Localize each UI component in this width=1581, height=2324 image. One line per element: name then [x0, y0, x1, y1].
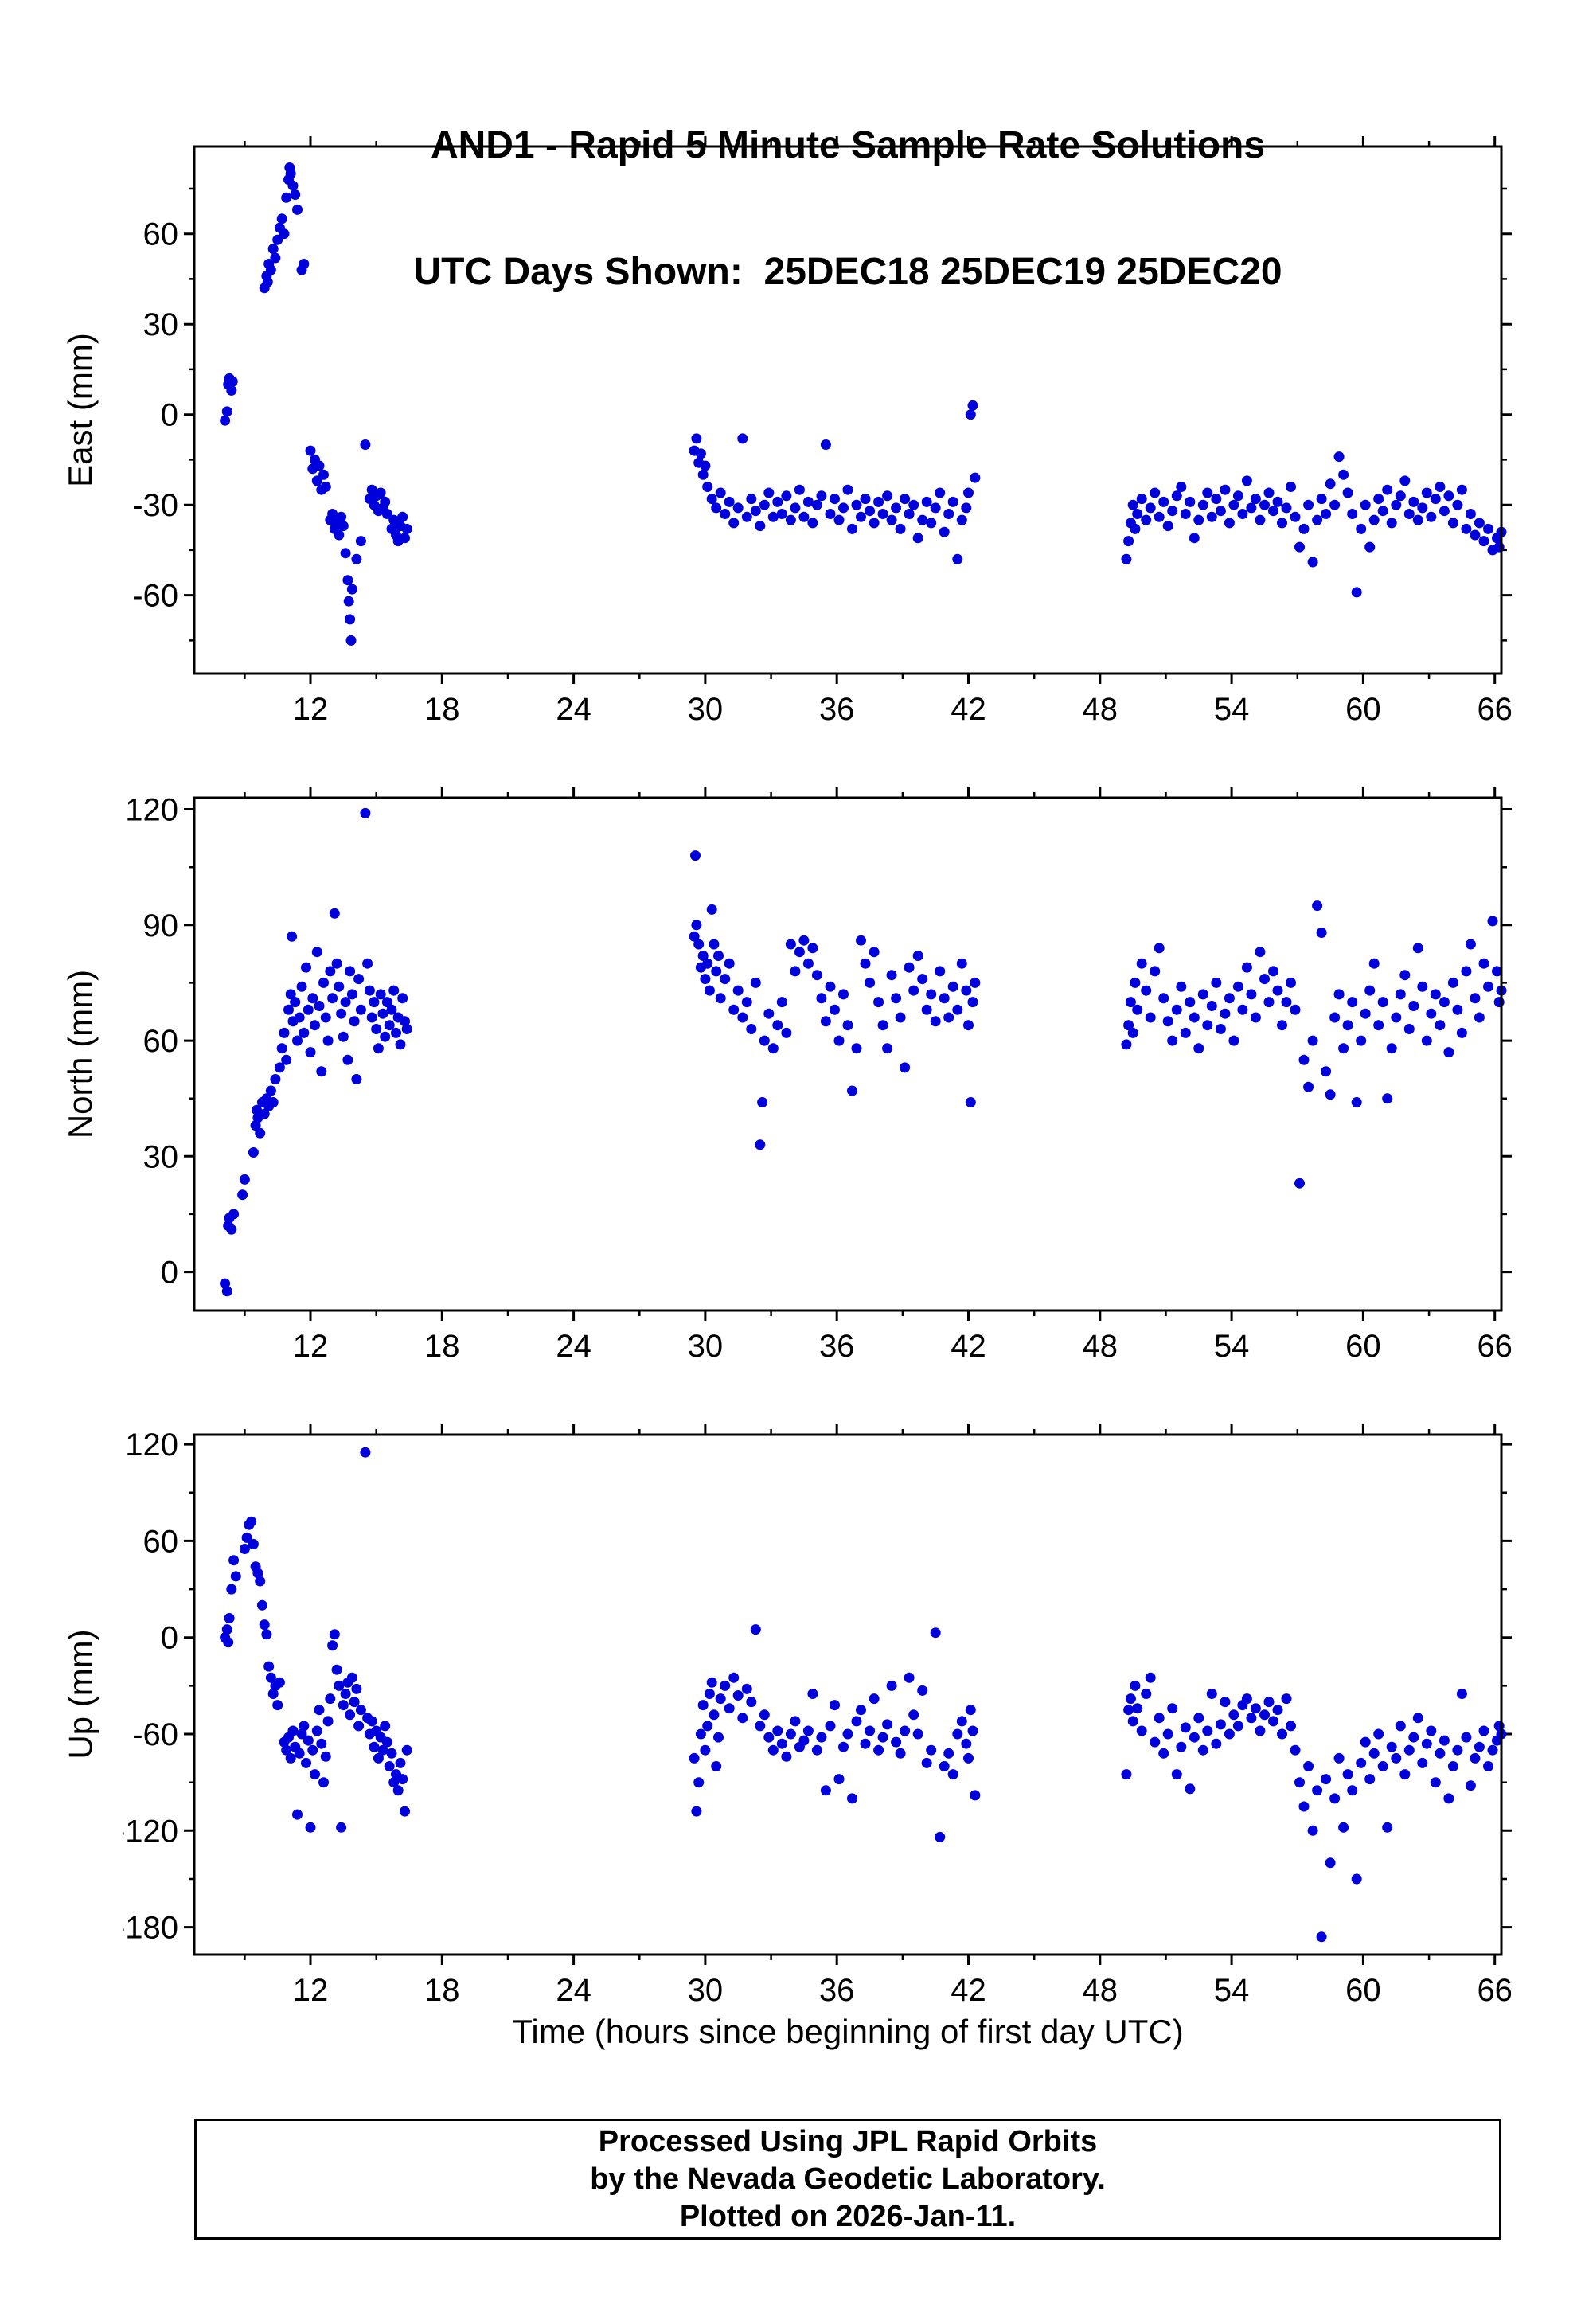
svg-text:30: 30 [688, 1973, 724, 2008]
svg-text:54: 54 [1214, 692, 1250, 727]
svg-text:36: 36 [819, 692, 855, 727]
svg-text:42: 42 [951, 1329, 986, 1364]
footer-box: Processed Using JPL Rapid Orbits by the … [194, 2119, 1501, 2240]
plot-frame [193, 1433, 1503, 1956]
svg-text:0: 0 [161, 1621, 178, 1656]
svg-text:60: 60 [143, 217, 179, 252]
north-scatter-panel: 12 18 24 30 36 42 48 54 60 66 0 30 60 90 120 [125, 787, 1513, 1365]
footer-line2: by the Nevada Geodetic Laboratory. [590, 2162, 1106, 2196]
svg-text:30: 30 [143, 307, 179, 342]
svg-text:18: 18 [424, 1973, 460, 2008]
axis-ticks [184, 1424, 1512, 1965]
svg-text:42: 42 [951, 692, 986, 727]
svg-text:66: 66 [1477, 1329, 1513, 1364]
footer-line3: Plotted on 2026-Jan-11. [679, 2199, 1017, 2233]
svg-text:48: 48 [1083, 1329, 1118, 1364]
scatter-points [220, 807, 1507, 1297]
svg-text:12: 12 [293, 1329, 329, 1364]
svg-text:12: 12 [293, 692, 329, 727]
svg-text:-30: -30 [132, 488, 178, 523]
tick-labels: 12 18 24 30 36 42 48 54 60 66 -60 -30 0 30 60 [132, 217, 1513, 727]
svg-text:18: 18 [424, 692, 460, 727]
svg-text:-120: -120 [123, 1814, 178, 1849]
svg-text:24: 24 [556, 1329, 591, 1364]
svg-text:60: 60 [143, 1524, 179, 1559]
svg-text:54: 54 [1214, 1973, 1250, 2008]
footer-line1: Processed Using JPL Rapid Orbits [598, 2124, 1098, 2158]
svg-text:24: 24 [556, 692, 591, 727]
tick-labels: 12 18 24 30 36 42 48 54 60 66 -180 -120 -60 0 60 120 [123, 1428, 1513, 2008]
svg-text:36: 36 [819, 1329, 855, 1364]
svg-text:120: 120 [125, 1428, 178, 1463]
east-scatter-panel: 12 18 24 30 36 42 48 54 60 66 -60 -30 0 30 60 [132, 136, 1513, 727]
y-axis-label-north: North (mm) [61, 969, 99, 1139]
svg-text:66: 66 [1477, 692, 1513, 727]
svg-text:30: 30 [688, 1329, 724, 1364]
x-axis-label: Time (hours since beginning of first day… [512, 2013, 1184, 2050]
y-axis-label-east: East (mm) [61, 333, 99, 487]
svg-text:0: 0 [161, 1256, 178, 1291]
svg-text:36: 36 [819, 1973, 855, 2008]
svg-text:60: 60 [143, 1024, 179, 1059]
y-axis-label-up: Up (mm) [61, 1629, 100, 1760]
svg-text:-60: -60 [132, 579, 178, 614]
svg-text:60: 60 [1345, 692, 1381, 727]
plot-frame [193, 145, 1503, 675]
svg-text:90: 90 [143, 908, 179, 943]
svg-text:24: 24 [556, 1973, 591, 2008]
svg-text:30: 30 [688, 692, 724, 727]
chart-title-line2: UTC Days Shown: 25DEC18 25DEC19 25DEC20 [413, 251, 1282, 293]
axis-ticks [184, 136, 1512, 684]
svg-text:60: 60 [1345, 1973, 1381, 2008]
svg-text:-60: -60 [132, 1717, 178, 1752]
svg-text:42: 42 [951, 1973, 986, 2008]
svg-text:18: 18 [424, 1329, 460, 1364]
svg-text:60: 60 [1345, 1329, 1381, 1364]
svg-text:30: 30 [143, 1139, 179, 1174]
svg-text:12: 12 [293, 1973, 329, 2008]
scatter-points [220, 1447, 1507, 1943]
scatter-points [220, 162, 1507, 646]
plot-frame [193, 796, 1503, 1312]
axis-ticks [184, 787, 1512, 1321]
svg-text:66: 66 [1477, 1973, 1513, 2008]
svg-text:0: 0 [161, 398, 178, 433]
svg-text:48: 48 [1083, 1973, 1118, 2008]
svg-text:120: 120 [125, 793, 178, 828]
svg-text:-180: -180 [123, 1911, 178, 1946]
up-scatter-panel: 12 18 24 30 36 42 48 54 60 66 -180 -120 -60 0 60 120 [123, 1424, 1513, 2008]
tick-labels: 12 18 24 30 36 42 48 54 60 66 0 30 60 90 120 [125, 793, 1513, 1365]
svg-text:48: 48 [1083, 692, 1118, 727]
svg-text:54: 54 [1214, 1329, 1250, 1364]
